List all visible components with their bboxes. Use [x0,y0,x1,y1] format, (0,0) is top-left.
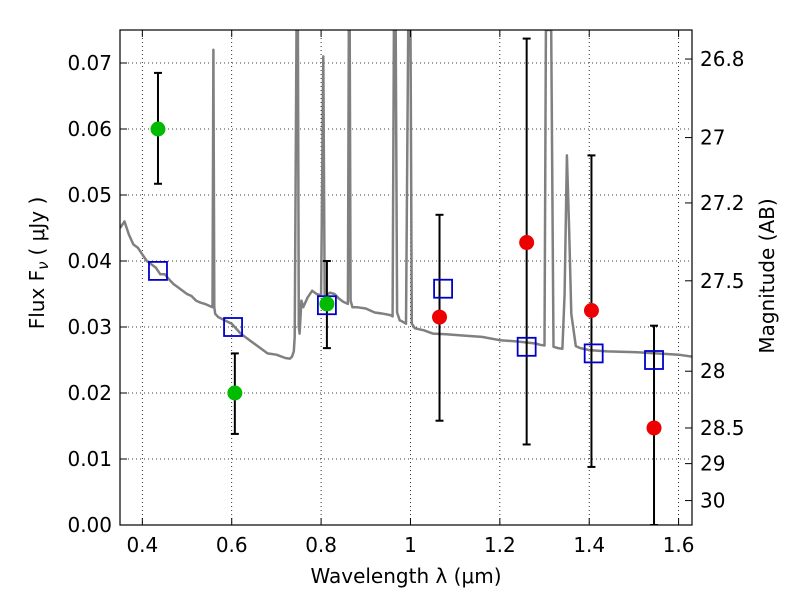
y2-tick-label: 27.5 [700,269,745,293]
photometry-square [644,350,664,370]
x-tick-label: 1.4 [573,533,605,557]
y-tick-label: 0.00 [67,513,112,537]
y2-tick-label: 27.2 [700,191,745,215]
y2-tick-label: 26.8 [700,47,745,71]
y2-tick-label: 29 [700,452,725,476]
y2-tick-label: 27 [700,126,725,150]
photometry-square [317,295,337,316]
low-sn-point [646,420,662,436]
y2-tick-label: 30 [700,489,725,513]
plot-area [120,30,692,525]
low-sn-point [432,309,448,325]
photometry-square [223,317,243,337]
x-tick-label: 1.6 [663,533,695,557]
y2-tick-label: 28 [700,359,725,383]
detection-point [150,121,166,137]
sed-model-line [120,30,692,360]
low-sn-point [519,235,535,251]
y2-tick-label: 28.5 [700,416,745,440]
photometry-square [433,278,453,299]
y-tick-label: 0.01 [67,447,112,471]
y-tick-label: 0.04 [67,249,112,273]
y-axis-label-sub: ν [34,261,52,269]
y-axis-label: Flux Fν ( μJy ) [25,197,52,330]
x-tick-label: 0.6 [216,533,248,557]
y-axis-label-main: Flux F [25,270,49,329]
x-tick-label: 0.4 [126,533,158,557]
y-tick-label: 0.07 [67,51,112,75]
axes-frame [119,29,693,526]
photometry-square [516,336,537,357]
x-tick-label: 0.8 [305,533,337,557]
y2-axis-label: Magnitude (AB) [755,198,779,353]
y-tick-label: 0.06 [67,117,112,141]
y-tick-label: 0.03 [67,315,112,339]
y-tick-label: 0.02 [67,381,112,405]
y-axis-label-unit: ( μJy ) [25,197,49,256]
photometry-square [583,343,604,364]
x-axis-label: Wavelength λ (μm) [310,564,501,588]
x-tick-label: 1.2 [484,533,516,557]
photometry-square [148,260,168,281]
y-tick-label: 0.05 [67,183,112,207]
x-tick-label: 1 [404,533,417,557]
low-sn-point [583,303,599,318]
detection-point [319,296,335,312]
detection-point [227,385,243,401]
axes: 0.4 0.6 0.8 1 1.2 1.4 1.6 0.00 0.01 0.02 0.03 0.04 0… [67,29,745,557]
